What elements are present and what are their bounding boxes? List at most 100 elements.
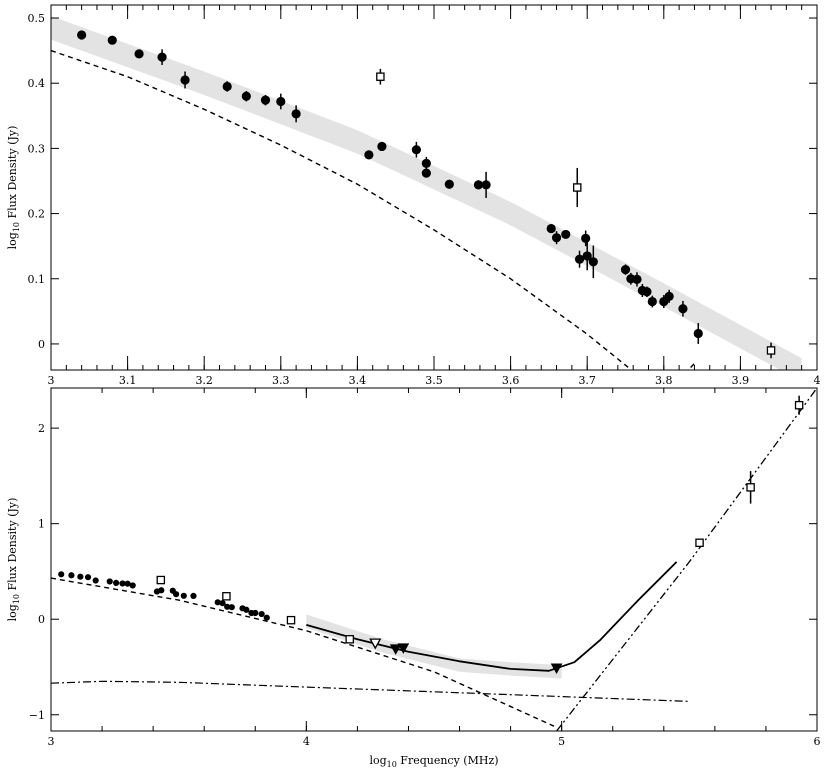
x-axis-label: log10 Frequency (MHz) (369, 754, 498, 769)
data-point-circle (678, 304, 688, 314)
x-tick-label: 3.5 (425, 374, 443, 387)
top-panel: 3 3.1 3.2 3.3 3.4 3.5 3.6 3.7 3.8 3.9 4 0 0.1 0.2 0.3 0… (6, 4, 821, 387)
data-point-square (222, 592, 231, 601)
data-point-square (376, 72, 385, 81)
y-axis-label-log: log (6, 604, 19, 621)
data-point-circle (693, 328, 703, 339)
data-point-circle (92, 577, 99, 584)
data-point-circle (574, 254, 585, 264)
data-point-circle (588, 257, 598, 267)
y-axis-label-log: log (6, 232, 19, 249)
data-point-circle (377, 141, 387, 152)
data-point-square (572, 183, 582, 192)
data-point-circle (222, 81, 232, 92)
data-point-circle (77, 573, 84, 580)
data-point-circle (364, 150, 374, 160)
data-point-circle (158, 587, 165, 594)
data-point-circle (444, 179, 454, 189)
plot-area (51, 16, 802, 370)
upper-limit-filled-triangle (389, 644, 402, 655)
data-point-circle (252, 609, 259, 617)
data-point-square (746, 483, 755, 492)
data-point-circle (119, 580, 126, 587)
data-point-circle (241, 91, 251, 101)
data-point-circle (411, 145, 421, 155)
data-point-circle (620, 265, 631, 275)
x-tick-label: 3 (48, 374, 55, 387)
y-tick-label: 0.2 (28, 208, 46, 221)
data-point-circle (129, 582, 136, 589)
y-axis-label: log10 Flux Density (Jy) (6, 126, 21, 250)
data-point-circle (124, 580, 131, 587)
y-axis-label: log10 Flux Density (Jy) (6, 498, 21, 622)
data-point-circle (642, 287, 652, 297)
data-point-circle (260, 95, 271, 105)
data-point-circle (180, 592, 187, 599)
x-axis-label-log: log (369, 754, 386, 767)
y-tick-label: −1 (29, 709, 45, 722)
y-axis-label-sub: 10 (12, 594, 21, 604)
data-point-square (286, 615, 296, 625)
uncertainty-band (306, 614, 562, 679)
data-point-circle (214, 599, 221, 606)
data-point-circle (582, 251, 592, 261)
solid-model-curve (306, 561, 678, 672)
data-point-circle (581, 233, 591, 243)
dash-dot-model-curve (51, 680, 690, 702)
y-axis-label-rest: Flux Density (Jy) (6, 126, 19, 222)
x-tick-label: 3.1 (119, 374, 137, 387)
x-tick-label: 5 (558, 735, 565, 748)
data-point-circle (546, 223, 556, 234)
data-point-square (156, 575, 166, 585)
data-point-circle (58, 571, 65, 578)
data-point-circle (473, 180, 484, 190)
data-point-circle (263, 614, 270, 621)
y-tick-label: 1 (38, 518, 45, 531)
data-point-circle (291, 109, 301, 119)
data-point-square (766, 346, 776, 355)
x-axis-label-rest: Frequency (MHz) (397, 754, 499, 767)
x-tick-label: 4 (303, 735, 310, 748)
data-point-circle (180, 75, 190, 85)
data-point-circle (173, 591, 180, 598)
upper-limit-filled-triangle (397, 643, 410, 654)
x-tick-label: 3.2 (195, 374, 213, 387)
upper-limit-open-triangle (369, 638, 382, 650)
x-tick-label: 3 (48, 735, 55, 748)
y-tick-label: 0.5 (28, 12, 46, 25)
y-axis-label-sub: 10 (12, 222, 21, 232)
data-point-circle (421, 168, 431, 178)
data-point-circle (561, 229, 571, 240)
data-point-circle (551, 233, 562, 243)
data-point-circle (243, 606, 250, 613)
data-point-square (345, 635, 354, 644)
data-point-circle (134, 49, 144, 59)
data-point-circle (647, 296, 657, 307)
data-point-circle (107, 35, 117, 45)
data-point-circle (190, 592, 197, 600)
data-point-circle (106, 578, 113, 585)
y-tick-label: 0 (38, 338, 45, 351)
x-tick-label: 3.7 (578, 374, 596, 387)
dashed-model-curve (51, 577, 555, 727)
uncertainty-band (51, 16, 802, 370)
data-point-circle (664, 291, 674, 301)
dashed-model-curve (51, 49, 695, 370)
data-point-circle (219, 600, 226, 607)
data-point-circle (157, 52, 167, 62)
x-tick-label: 3.6 (502, 374, 520, 387)
data-point-circle (421, 158, 431, 168)
x-axis-label-sub: 10 (387, 760, 397, 769)
data-point-circle (68, 572, 75, 579)
axes-frame (50, 387, 818, 732)
data-point-circle (224, 603, 231, 610)
data-point-square (695, 538, 704, 548)
plot-area (51, 388, 817, 731)
data-point-square (794, 400, 804, 410)
x-tick-label: 3.3 (272, 374, 290, 387)
upper-limit-filled-triangle (550, 663, 563, 674)
y-tick-label: 0.3 (28, 142, 46, 155)
data-point-circle (276, 96, 286, 107)
